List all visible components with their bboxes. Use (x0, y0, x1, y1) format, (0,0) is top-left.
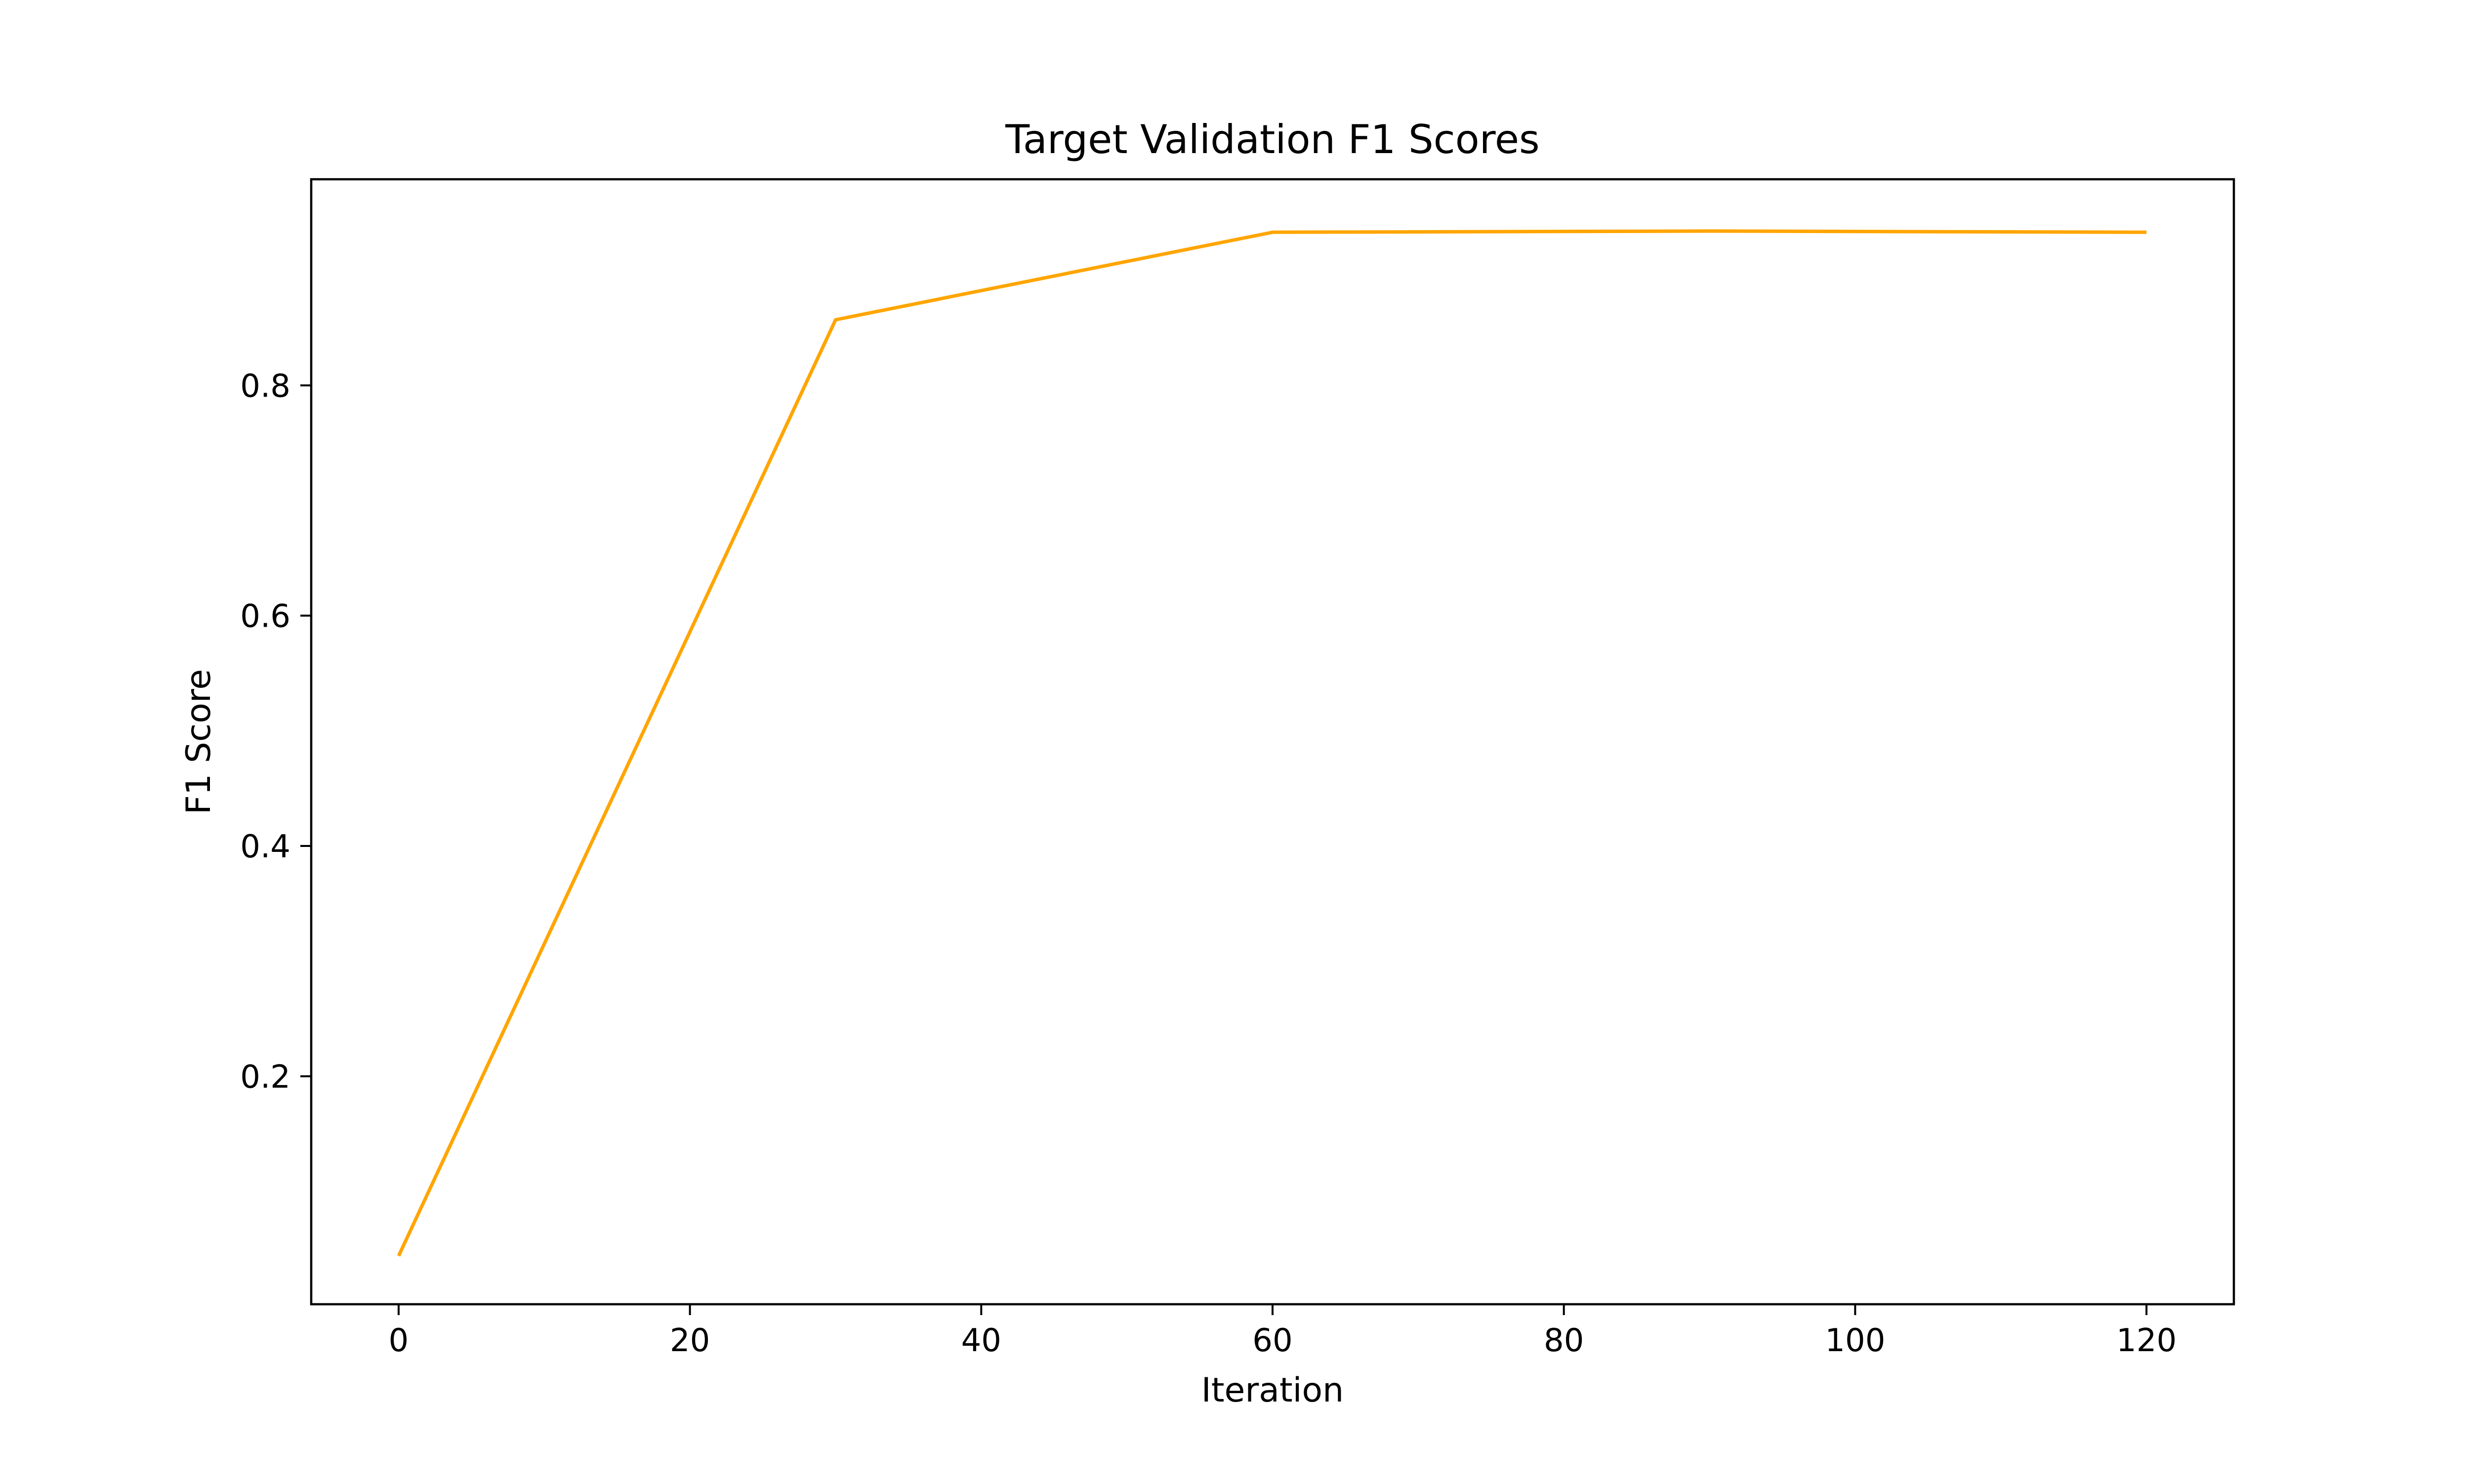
y-tick-label: 0.8 (240, 368, 290, 404)
chart-title: Target Validation F1 Scores (1005, 117, 1539, 162)
x-tick-label: 100 (1825, 1323, 1885, 1359)
y-tick-label: 0.2 (240, 1059, 290, 1095)
x-tick-label: 80 (1544, 1323, 1584, 1359)
y-axis-label: F1 Score (179, 669, 218, 814)
x-tick-label: 0 (389, 1323, 409, 1359)
x-tick-label: 120 (2116, 1323, 2177, 1359)
y-tick-label: 0.6 (240, 599, 290, 635)
x-axis-label: Iteration (1201, 1371, 1344, 1410)
y-tick-label: 0.4 (240, 829, 290, 865)
x-tick-label: 40 (961, 1323, 1001, 1359)
x-tick-label: 20 (670, 1323, 710, 1359)
x-tick-label: 60 (1252, 1323, 1292, 1359)
